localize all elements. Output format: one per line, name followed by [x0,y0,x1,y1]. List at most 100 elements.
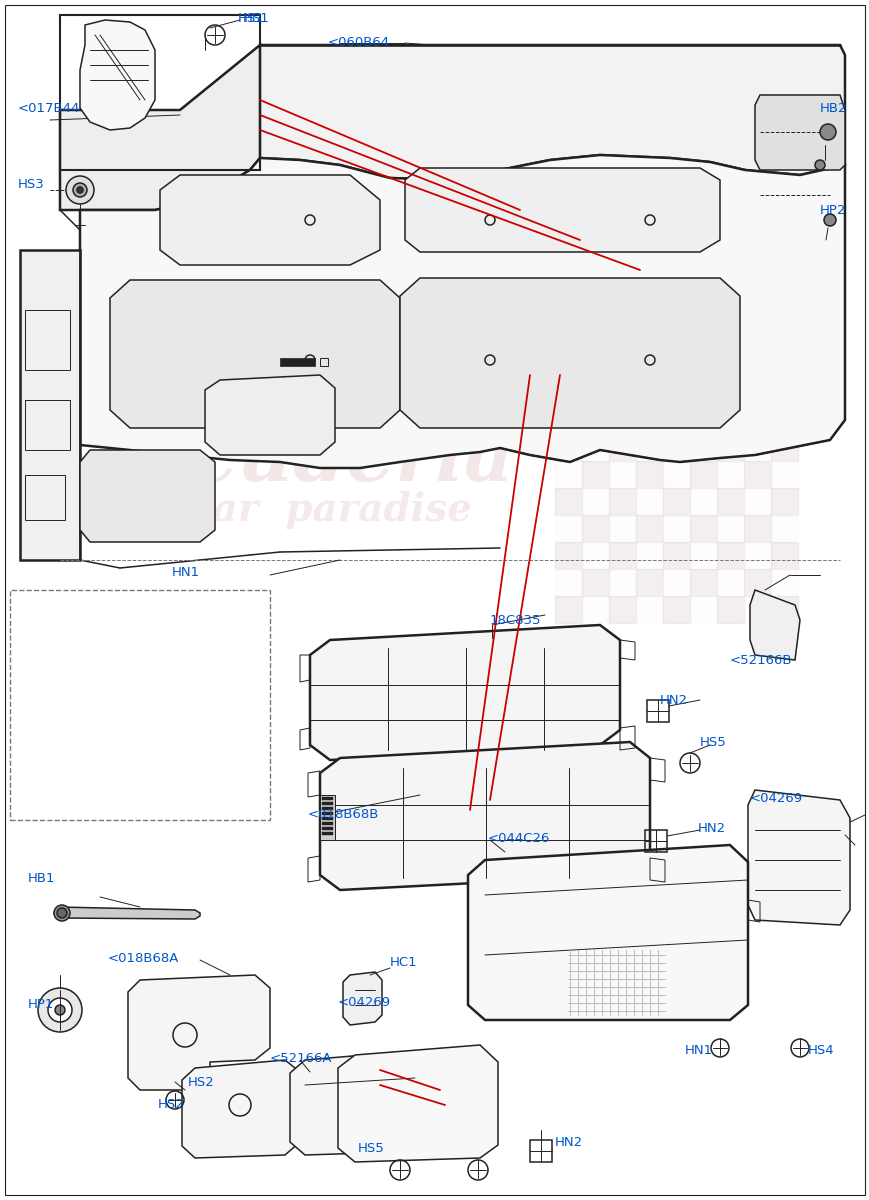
Bar [716,407,743,434]
Text: HS5: HS5 [357,1141,384,1154]
Bar [743,596,770,623]
Bar [689,596,716,623]
Polygon shape [128,974,269,1090]
Bar [608,542,635,569]
Bar [662,407,689,434]
Polygon shape [205,374,335,455]
Circle shape [55,1006,65,1015]
Polygon shape [80,450,215,542]
Polygon shape [182,1060,300,1158]
Text: <52166B: <52166B [729,654,792,666]
Circle shape [819,124,835,140]
Bar [743,407,770,434]
Bar [554,542,581,569]
Bar [554,380,581,407]
Circle shape [77,187,83,193]
Bar [322,806,333,810]
Bar [716,569,743,596]
Text: HN1: HN1 [172,565,200,578]
Circle shape [66,176,94,204]
Text: HN2: HN2 [660,694,687,707]
Bar [662,434,689,461]
Polygon shape [20,250,80,560]
Bar [662,488,689,515]
Bar [743,515,770,542]
Polygon shape [80,155,844,468]
Bar [581,569,608,596]
Bar [280,358,315,366]
Bar [635,488,662,515]
Bar [581,596,608,623]
Text: HS3: HS3 [18,179,44,192]
Bar [554,488,581,515]
Bar [770,488,797,515]
Bar [554,461,581,488]
Text: <04269: <04269 [749,792,802,804]
Polygon shape [338,1045,497,1162]
Circle shape [823,214,835,226]
Polygon shape [109,280,400,428]
Circle shape [38,988,82,1032]
Bar [581,407,608,434]
Bar [554,569,581,596]
Bar [743,461,770,488]
Bar [716,434,743,461]
Bar [770,407,797,434]
Bar [716,380,743,407]
Bar [770,461,797,488]
Bar [647,700,668,722]
Bar [608,515,635,542]
Bar [10,590,269,820]
Polygon shape [60,44,260,210]
Text: HS2: HS2 [188,1075,215,1088]
Bar [662,461,689,488]
Bar [662,596,689,623]
Bar [635,542,662,569]
Text: <060B64: <060B64 [328,36,389,48]
Bar [716,515,743,542]
Text: HS1: HS1 [242,12,269,24]
Text: HN2: HN2 [554,1135,582,1148]
Bar [743,488,770,515]
Text: HS1: HS1 [238,12,264,24]
Bar [635,434,662,461]
Text: HN1: HN1 [684,1044,713,1056]
Bar [644,830,667,852]
Circle shape [814,160,824,170]
Text: scuderia: scuderia [148,422,513,497]
Bar [322,797,333,800]
Bar [635,596,662,623]
Bar [716,596,743,623]
Text: HS2: HS2 [158,1098,184,1111]
Bar [581,515,608,542]
Polygon shape [309,625,620,760]
Circle shape [57,908,67,918]
Bar [689,488,716,515]
Bar [635,407,662,434]
Bar [743,569,770,596]
Circle shape [73,182,87,197]
Circle shape [48,998,72,1022]
Bar [689,515,716,542]
Bar [581,488,608,515]
Polygon shape [400,278,740,428]
Bar [662,515,689,542]
Bar [322,832,333,835]
Text: car  paradise: car paradise [189,491,472,529]
Bar [581,380,608,407]
Bar [689,407,716,434]
Bar [320,358,328,366]
Bar [554,515,581,542]
Bar [770,434,797,461]
Bar [689,434,716,461]
Polygon shape [468,845,747,1020]
Text: <018B68A: <018B68A [108,952,179,965]
Polygon shape [405,168,720,252]
Polygon shape [160,175,380,265]
Bar [581,434,608,461]
Bar [60,14,260,170]
Bar [608,380,635,407]
Bar [716,542,743,569]
Bar [689,569,716,596]
Text: HC1: HC1 [389,955,417,968]
